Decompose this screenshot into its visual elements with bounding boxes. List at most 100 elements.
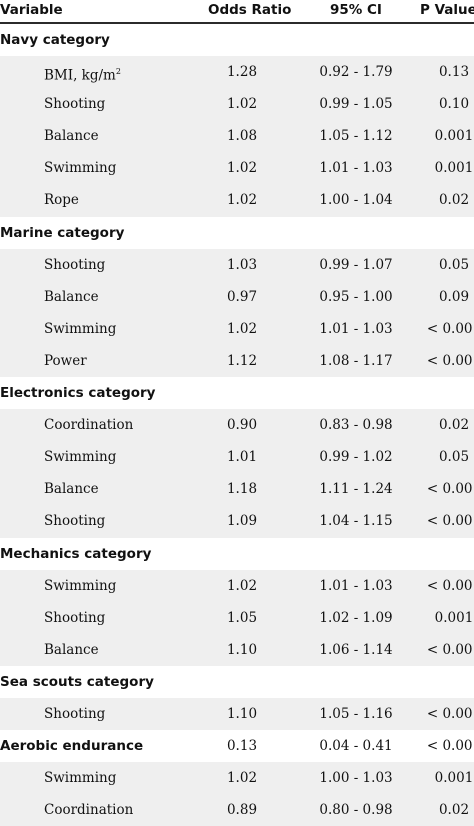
category-title: Sea scouts category [0,673,154,690]
variable-label: Rope [44,192,79,209]
variable-cell: Balance [44,473,99,505]
header-variable: Variable [0,2,63,18]
p-value-cell: 0.05 [438,449,470,466]
table-row: Swimming 1.01 0.99 - 1.02 0.05 [0,441,474,474]
table-row: Power 1.12 1.08 - 1.17 < 0.001 [0,344,474,378]
variable-label: Balance [44,288,99,305]
odds-ratio-cell: 1.28 [226,64,258,81]
variable-label: Balance [44,481,99,498]
variable-cell: Balance [44,281,99,313]
category-row: Navy category [0,24,474,56]
odds-ratio-cell: 1.12 [226,352,258,369]
category-title: Marine category [0,224,125,241]
p-value-cell: 0.001 [434,770,474,787]
variable-label: Shooting [44,609,106,626]
variable-cell: Rope [44,184,79,216]
ci-cell: 0.83 - 0.98 [319,417,393,434]
table-row: Shooting 1.10 1.05 - 1.16 < 0.001 [0,697,474,731]
variable-label: Coordination [44,417,134,434]
variable-label: Shooting [44,256,106,273]
variable-label: Swimming [44,160,117,177]
odds-ratio-cell: 1.10 [226,705,258,722]
p-value-cell: 0.001 [434,160,474,177]
table-row: Balance 0.97 0.95 - 1.00 0.09 [0,280,474,313]
table-row: Swimming 1.02 1.00 - 1.03 0.001 [0,762,474,795]
odds-ratio-cell: 1.02 [226,577,258,594]
category-row: Mechanics category [0,538,474,570]
odds-ratio-cell: 0.89 [226,802,258,819]
header-p-value: P Value [420,2,474,18]
odds-ratio-cell: 1.18 [226,481,258,498]
odds-ratio-cell: 0.97 [226,288,258,305]
table-header: Variable Odds Ratio 95% CI P Value [0,0,474,24]
odds-ratio-cell: 1.02 [226,770,258,787]
header-ci: 95% CI [330,2,382,18]
variable-cell: Swimming [44,762,116,794]
odds-ratio-cell: 1.02 [226,160,258,177]
p-value-cell: 0.10 [438,96,470,113]
table-row: Balance 1.18 1.11 - 1.24 < 0.001 [0,473,474,506]
p-value-cell: 0.09 [438,288,470,305]
odds-ratio-cell: 0.13 [226,738,258,755]
variable-label: BMI, kg/m [44,67,116,84]
category-row: Marine category [0,217,474,249]
variable-label: Swimming [44,449,117,466]
p-value-cell: < 0.001 [426,352,474,369]
ci-cell: 1.00 - 1.03 [319,770,393,787]
variable-label: Swimming [44,320,117,337]
category-title: Aerobic endurance [0,738,144,755]
p-value-cell: < 0.001 [426,513,474,530]
variable-cell: Swimming [44,313,116,345]
variable-label: Shooting [44,96,106,113]
table-row: Balance 1.10 1.06 - 1.14 < 0.001 [0,633,474,666]
variable-cell: Power [44,345,87,377]
ci-cell: 0.99 - 1.05 [319,96,393,113]
table-row: Coordination 0.90 0.83 - 0.98 0.02 [0,409,474,442]
variable-label: Coordination [44,802,134,819]
variable-cell: Coordination [44,409,133,441]
ci-cell: 1.08 - 1.17 [319,352,393,369]
ci-cell: 1.05 - 1.12 [319,128,393,145]
ci-cell: 0.92 - 1.79 [319,64,393,81]
table-row: Swimming 1.02 1.01 - 1.03 < 0.001 [0,569,474,602]
p-value-cell: 0.001 [434,128,474,145]
table-row: Shooting 1.02 0.99 - 1.05 0.10 [0,88,474,121]
ci-cell: 1.01 - 1.03 [319,160,393,177]
p-value-cell: < 0.001 [426,481,474,498]
category-title: Mechanics category [0,545,152,562]
ci-cell: 0.99 - 1.02 [319,449,393,466]
category-row: Sea scouts category [0,666,474,698]
table-row: Swimming 1.02 1.01 - 1.03 0.001 [0,152,474,185]
variable-cell: Shooting [44,88,105,120]
table-row: Coordination 0.89 0.80 - 0.98 0.02 [0,794,474,826]
variable-cell: BMI, kg/m2 [44,56,121,92]
variable-label: Swimming [44,770,117,787]
odds-ratio-cell: 1.02 [226,192,258,209]
p-value-cell: < 0.001 [426,705,474,722]
category-row: Aerobic endurance 0.13 0.04 - 0.41 < 0.001 [0,730,474,762]
variable-cell: Swimming [44,152,116,184]
odds-ratio-cell: 1.03 [226,256,258,273]
variable-cell: Balance [44,634,99,666]
ci-cell: 0.80 - 0.98 [319,802,393,819]
odds-ratio-cell: 1.01 [226,449,258,466]
category-title: Navy category [0,32,110,48]
variable-label: Shooting [44,513,106,530]
category-title: Electronics category [0,385,156,402]
table-row: Swimming 1.02 1.01 - 1.03 < 0.001 [0,312,474,345]
p-value-cell: 0.02 [438,192,470,209]
table-row: BMI, kg/m2 1.28 0.92 - 1.79 0.13 [0,56,474,89]
p-value-cell: < 0.001 [426,641,474,658]
p-value-cell: < 0.001 [426,577,474,594]
ci-cell: 1.05 - 1.16 [319,705,393,722]
p-value-cell: 0.05 [438,256,470,273]
table-row: Balance 1.08 1.05 - 1.12 0.001 [0,120,474,153]
variable-cell: Swimming [44,441,116,473]
p-value-cell: < 0.001 [426,738,474,755]
ci-cell: 1.02 - 1.09 [319,609,393,626]
variable-label: Balance [44,641,99,658]
variable-cell: Shooting [44,602,105,634]
variable-cell: Coordination [44,794,133,826]
variable-cell: Shooting [44,249,105,281]
table-row: Rope 1.02 1.00 - 1.04 0.02 [0,184,474,217]
